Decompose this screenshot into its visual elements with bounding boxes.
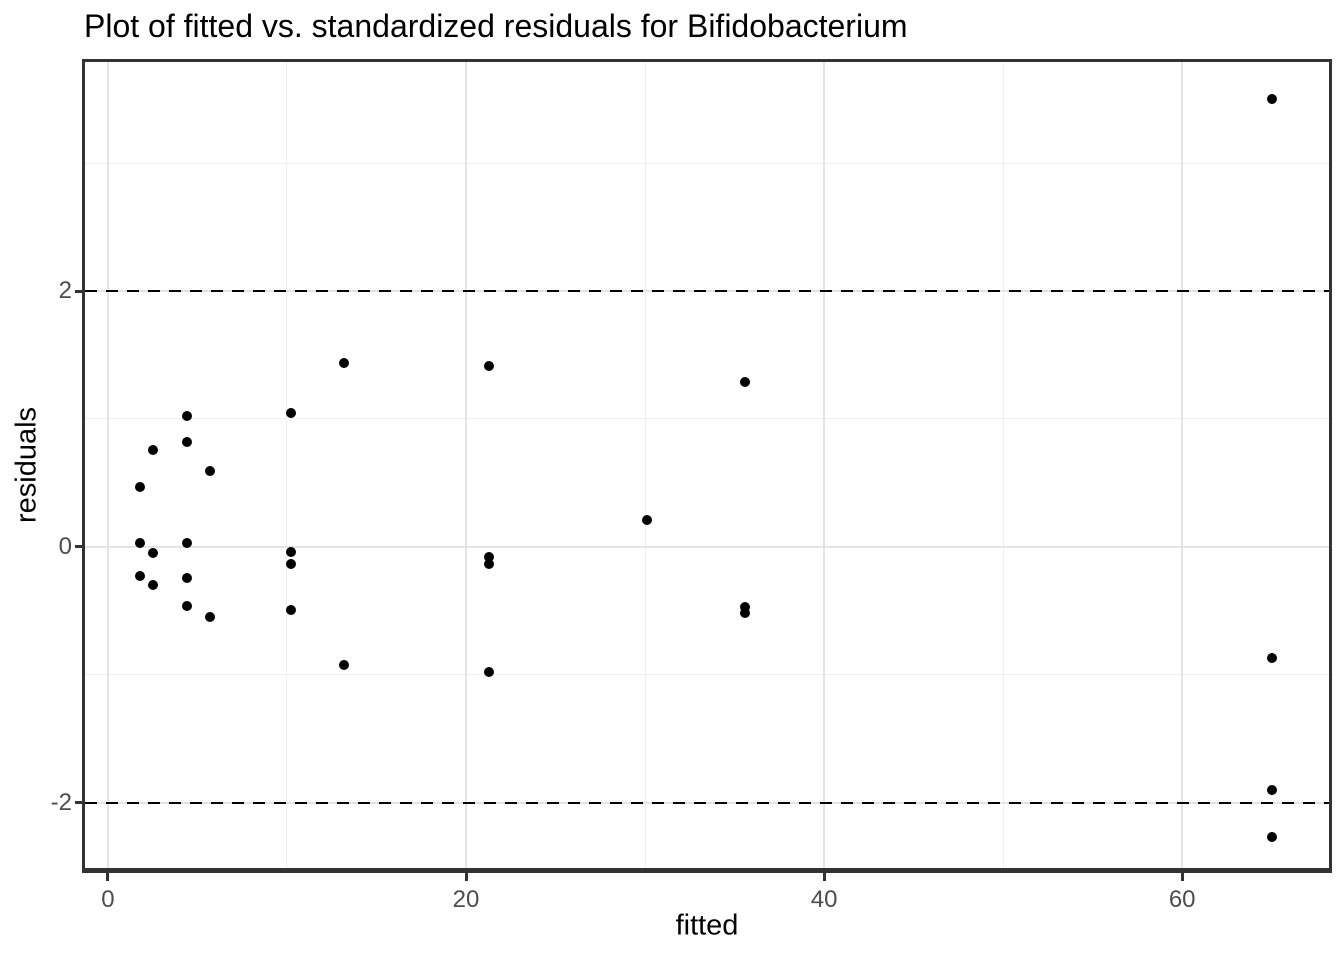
x-axis-tick bbox=[1180, 873, 1184, 881]
data-point bbox=[339, 357, 350, 368]
data-point bbox=[181, 600, 192, 611]
data-point bbox=[740, 602, 751, 612]
data-point bbox=[285, 604, 296, 615]
y-axis-title: residuals bbox=[10, 406, 43, 524]
x-axis-tick bbox=[822, 873, 826, 881]
data-point bbox=[181, 538, 192, 549]
data-point bbox=[147, 548, 158, 559]
x-tick-label: 60 bbox=[1168, 886, 1196, 913]
data-point bbox=[204, 612, 215, 623]
y-tick-label: 0 bbox=[58, 532, 72, 560]
y-tick-label: -2 bbox=[50, 788, 72, 816]
data-point bbox=[339, 659, 350, 670]
minor-gridline-horizontal bbox=[85, 674, 1329, 676]
data-point bbox=[204, 466, 215, 477]
y-axis-tick bbox=[75, 801, 82, 805]
data-point bbox=[1266, 784, 1277, 795]
x-axis-tick bbox=[106, 873, 110, 881]
data-point bbox=[285, 558, 296, 569]
data-point bbox=[147, 444, 158, 455]
data-point bbox=[285, 546, 296, 557]
data-point bbox=[135, 481, 146, 492]
major-gridline-vertical bbox=[1181, 62, 1184, 868]
data-point bbox=[484, 558, 495, 569]
major-gridline-vertical bbox=[823, 62, 826, 868]
data-point bbox=[1266, 94, 1277, 105]
major-gridline-vertical bbox=[465, 62, 467, 868]
major-gridline-vertical bbox=[106, 62, 109, 868]
data-point bbox=[1266, 832, 1277, 843]
data-point bbox=[484, 552, 495, 563]
plot-title: Plot of fitted vs. standardized residual… bbox=[84, 8, 908, 44]
minor-gridline-horizontal bbox=[85, 418, 1329, 420]
x-tick-label: 0 bbox=[101, 886, 115, 913]
x-tick-label: 20 bbox=[452, 886, 480, 913]
data-point bbox=[285, 407, 296, 418]
data-point bbox=[135, 571, 146, 582]
data-point bbox=[181, 572, 192, 583]
x-axis-title: fitted bbox=[675, 909, 739, 942]
data-point bbox=[135, 538, 146, 549]
y-axis-tick bbox=[75, 545, 82, 549]
threshold-line-lower bbox=[85, 801, 1329, 804]
data-point bbox=[740, 376, 751, 387]
data-point bbox=[147, 580, 158, 591]
minor-gridline-vertical bbox=[286, 62, 288, 868]
data-point bbox=[740, 608, 751, 619]
data-point bbox=[181, 411, 192, 422]
minor-gridline-vertical bbox=[1002, 62, 1004, 868]
y-axis-tick bbox=[75, 289, 82, 293]
panel-border bbox=[82, 59, 1332, 873]
minor-gridline-horizontal bbox=[85, 162, 1329, 164]
minor-gridline-vertical bbox=[644, 62, 646, 868]
data-point bbox=[484, 667, 495, 678]
major-gridline-horizontal bbox=[85, 545, 1329, 548]
data-point bbox=[181, 436, 192, 447]
data-point bbox=[484, 361, 495, 372]
threshold-line-upper bbox=[85, 290, 1329, 292]
data-point bbox=[1266, 653, 1277, 664]
y-tick-label: 2 bbox=[58, 277, 72, 304]
plot-panel: 0 20 40 60 -2 0 2 bbox=[51, 59, 1332, 913]
data-point bbox=[641, 515, 652, 525]
x-axis-tick bbox=[464, 873, 468, 881]
x-tick-label: 40 bbox=[810, 886, 838, 913]
